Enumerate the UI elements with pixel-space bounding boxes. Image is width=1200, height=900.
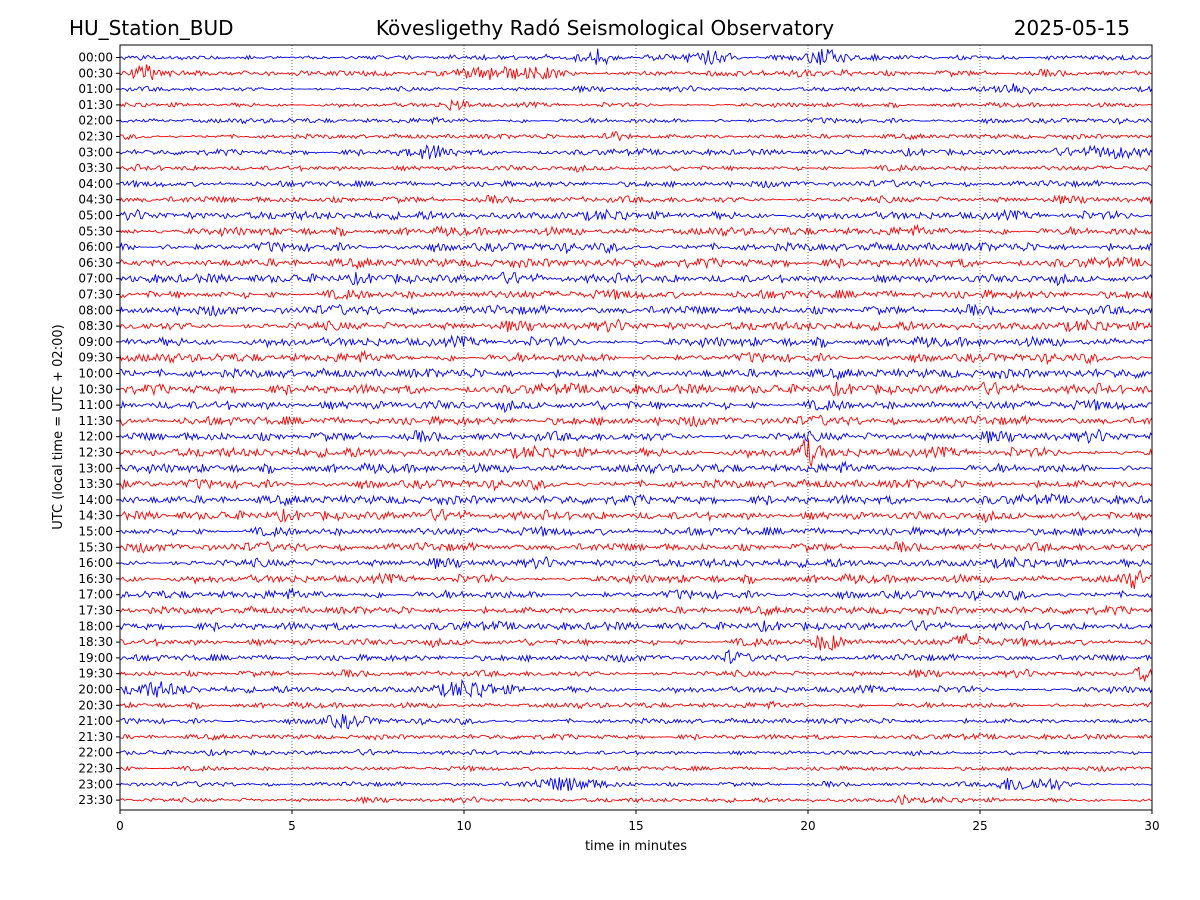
y-tick-label: 23:30 <box>78 793 113 807</box>
y-tick-label: 10:00 <box>78 367 113 381</box>
y-tick-label: 01:30 <box>78 98 113 112</box>
y-tick-label: 05:30 <box>78 224 113 238</box>
x-tick-label: 5 <box>288 819 296 833</box>
trace-1400 <box>119 493 1153 507</box>
trace-0430 <box>119 194 1153 205</box>
trace-0000 <box>119 48 1153 66</box>
y-tick-label: 03:30 <box>78 161 113 175</box>
y-tick-label: 17:00 <box>78 588 113 602</box>
y-axis-label: UTC (local time = UTC + 02:00) <box>51 324 66 529</box>
y-tick-label: 02:00 <box>78 114 113 128</box>
y-tick-label: 11:30 <box>78 414 113 428</box>
trace-1700 <box>119 587 1153 602</box>
trace-0030 <box>119 64 1153 81</box>
station-label: HU_Station_BUD <box>69 16 234 40</box>
x-tick-label: 10 <box>456 819 471 833</box>
y-tick-label: 18:30 <box>78 635 113 649</box>
y-tick-label: 04:00 <box>78 177 113 191</box>
y-tick-label: 06:00 <box>78 240 113 254</box>
y-tick-label: 23:00 <box>78 777 113 791</box>
y-tick-label: 04:30 <box>78 193 113 207</box>
chart-title: Köveslige­thy Radó Seismological Observa… <box>375 16 835 40</box>
trace-2130 <box>119 732 1153 742</box>
y-tick-label: 20:30 <box>78 698 113 712</box>
trace-2300 <box>119 776 1153 792</box>
y-tick-label: 09:30 <box>78 351 113 365</box>
x-axis-label: time in minutes <box>585 839 687 854</box>
trace-0230 <box>119 131 1153 142</box>
y-tick-label: 07:30 <box>78 288 113 302</box>
y-tick-label: 18:00 <box>78 619 113 633</box>
y-tick-label: 07:00 <box>78 272 113 286</box>
trace-2330 <box>119 793 1153 805</box>
y-tick-label: 22:00 <box>78 746 113 760</box>
trace-0100 <box>119 83 1153 95</box>
y-tick-label: 16:00 <box>78 556 113 570</box>
x-tick-label: 15 <box>628 819 643 833</box>
y-tick-label: 21:30 <box>78 730 113 744</box>
trace-0500 <box>119 208 1153 222</box>
y-tick-label: 22:30 <box>78 762 113 776</box>
x-tick-label: 25 <box>972 819 987 833</box>
trace-1000 <box>120 367 1153 381</box>
trace-2000 <box>119 678 1153 699</box>
trace-1800 <box>119 620 1153 633</box>
y-tick-label: 14:00 <box>78 493 113 507</box>
trace-0630 <box>119 256 1153 270</box>
y-tick-label: 15:30 <box>78 540 113 554</box>
y-tick-label: 20:00 <box>78 683 113 697</box>
trace-1630 <box>119 569 1153 590</box>
trace-0300 <box>119 144 1153 160</box>
y-tick-label: 01:00 <box>78 82 113 96</box>
y-tick-label: 14:30 <box>78 509 113 523</box>
trace-1530 <box>119 540 1153 554</box>
y-tick-label: 16:30 <box>78 572 113 586</box>
y-tick-label: 12:30 <box>78 446 113 460</box>
y-tick-label: 13:00 <box>78 461 113 475</box>
x-tick-label: 20 <box>800 819 815 833</box>
trace-1900 <box>119 649 1153 665</box>
y-tick-label: 09:00 <box>78 335 113 349</box>
y-tick-label: 00:00 <box>78 51 113 65</box>
trace-1300 <box>119 460 1153 475</box>
trace-1930 <box>119 666 1153 682</box>
x-tick-label: 0 <box>116 819 124 833</box>
trace-1830 <box>119 633 1153 652</box>
x-axis: 0 5 10 15 20 25 30 <box>116 810 1160 833</box>
date-label: 2025-05-15 <box>1013 16 1130 40</box>
y-tick-label: 05:00 <box>78 209 113 223</box>
trace-1330 <box>119 478 1153 492</box>
y-tick-label: 19:00 <box>78 651 113 665</box>
trace-1730 <box>119 604 1153 617</box>
y-tick-label: 02:30 <box>78 130 113 144</box>
y-tick-label: 12:00 <box>78 430 113 444</box>
y-tick-label: 08:00 <box>78 303 113 317</box>
trace-0900 <box>119 334 1153 349</box>
y-tick-label: 15:00 <box>78 525 113 539</box>
y-tick-label: 11:00 <box>78 398 113 412</box>
y-tick-label: 21:00 <box>78 714 113 728</box>
y-tick-label: 10:30 <box>78 382 113 396</box>
trace-2030 <box>119 700 1153 711</box>
y-tick-label: 06:30 <box>78 256 113 270</box>
y-tick-label: 08:30 <box>78 319 113 333</box>
y-tick-label: 17:30 <box>78 604 113 618</box>
y-tick-label: 19:30 <box>78 667 113 681</box>
y-tick-label: 00:30 <box>78 66 113 80</box>
grid-group <box>291 45 981 810</box>
x-tick-label: 30 <box>1144 819 1159 833</box>
y-tick-label: 13:30 <box>78 477 113 491</box>
y-tick-label: 03:00 <box>78 145 113 159</box>
